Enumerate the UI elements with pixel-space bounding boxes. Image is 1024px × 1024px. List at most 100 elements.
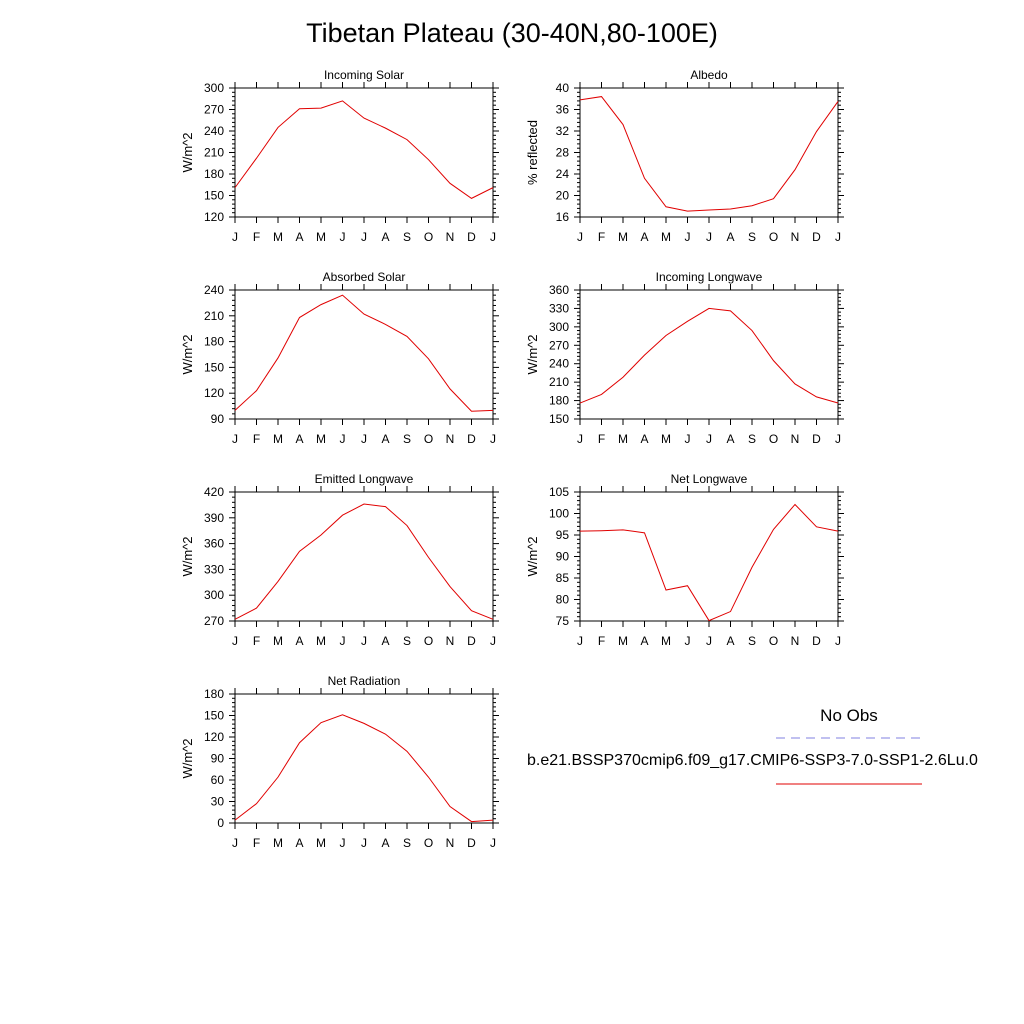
y-tick-label: 150 <box>549 412 569 426</box>
x-tick-label: J <box>706 230 712 244</box>
y-tick-label: 180 <box>204 687 224 701</box>
y-tick-label: 0 <box>217 816 224 830</box>
x-tick-label: N <box>791 432 800 446</box>
y-tick-label: 330 <box>549 301 569 315</box>
x-tick-label: D <box>467 432 476 446</box>
legend-model-label: b.e21.BSSP370cmip6.f09_g17.CMIP6-SSP3-7.… <box>527 752 978 769</box>
y-tick-label: 40 <box>556 81 570 95</box>
x-tick-label: F <box>253 836 260 850</box>
x-tick-label: M <box>273 230 283 244</box>
x-tick-label: S <box>403 634 411 648</box>
x-tick-label: J <box>340 432 346 446</box>
x-tick-label: J <box>340 230 346 244</box>
panel-incoming-longwave: Incoming Longwave W/m^2 150 180 210 240 270 300… <box>525 270 844 446</box>
x-tick-label: A <box>640 634 648 648</box>
x-tick-label: S <box>748 634 756 648</box>
y-tick-label: 300 <box>204 588 224 602</box>
x-tick-label: F <box>253 634 260 648</box>
x-tick-label: S <box>403 230 411 244</box>
y-tick-label: 32 <box>556 124 570 138</box>
x-tick-label: O <box>424 432 433 446</box>
y-tick-label: 75 <box>556 614 570 628</box>
x-tick-label: J <box>361 836 367 850</box>
y-tick-label: 360 <box>549 283 569 297</box>
x-tick-label: F <box>598 634 605 648</box>
y-tick-label: 270 <box>549 338 569 352</box>
y-tick-label: 60 <box>211 773 225 787</box>
y-tick-label: 240 <box>204 283 224 297</box>
y-tick-label: 390 <box>204 511 224 525</box>
panel-incoming-solar: Incoming Solar W/m^2 120 150 180 210 240 270 300… <box>180 68 499 244</box>
series-line <box>234 714 494 823</box>
x-tick-label: J <box>361 432 367 446</box>
x-tick-label: M <box>273 836 283 850</box>
y-tick-label: 210 <box>204 309 224 323</box>
x-tick-label: M <box>618 230 628 244</box>
y-tick-label: 300 <box>549 320 569 334</box>
y-tick-label: 150 <box>204 360 224 374</box>
x-tick-label: J <box>490 836 496 850</box>
page-title: Tibetan Plateau (30-40N,80-100E) <box>306 18 718 48</box>
x-tick-label: O <box>769 634 778 648</box>
x-tick-label: J <box>706 634 712 648</box>
panel-emitted-longwave: Emitted Longwave W/m^2 270 300 330 360 390 420 J… <box>180 472 499 648</box>
y-tick-label: 24 <box>556 167 570 181</box>
x-tick-label: N <box>791 230 800 244</box>
x-tick-label: M <box>661 432 671 446</box>
x-tick-label: A <box>295 634 303 648</box>
x-tick-label: A <box>726 230 734 244</box>
panel-title: Net Longwave <box>671 472 748 486</box>
panel-title: Net Radiation <box>328 674 401 688</box>
y-tick-label: 85 <box>556 571 570 585</box>
x-tick-label: M <box>661 634 671 648</box>
y-tick-label: 90 <box>211 412 225 426</box>
x-tick-label: O <box>769 230 778 244</box>
y-tick-label: 360 <box>204 537 224 551</box>
x-tick-label: J <box>232 634 238 648</box>
x-tick-label: J <box>490 230 496 244</box>
x-tick-label: M <box>661 230 671 244</box>
x-tick-label: N <box>446 634 455 648</box>
x-tick-label: O <box>424 634 433 648</box>
y-tick-label: 210 <box>549 375 569 389</box>
x-tick-label: S <box>748 432 756 446</box>
x-tick-label: A <box>381 230 389 244</box>
x-tick-label: D <box>812 432 821 446</box>
x-tick-label: S <box>748 230 756 244</box>
x-tick-label: M <box>316 432 326 446</box>
panel-title: Incoming Longwave <box>656 270 763 284</box>
x-tick-label: A <box>640 432 648 446</box>
x-tick-label: J <box>685 634 691 648</box>
y-tick-label: 150 <box>204 189 224 203</box>
x-tick-label: D <box>467 634 476 648</box>
y-tick-label: 105 <box>549 485 569 499</box>
y-tick-label: 300 <box>204 81 224 95</box>
y-tick-label: 180 <box>204 167 224 181</box>
y-tick-label: 30 <box>211 795 225 809</box>
series-line <box>234 294 494 412</box>
x-tick-label: J <box>577 634 583 648</box>
y-tick-label: 20 <box>556 189 570 203</box>
x-tick-label: J <box>835 230 841 244</box>
y-tick-label: 120 <box>204 730 224 744</box>
x-tick-label: A <box>726 432 734 446</box>
x-tick-label: F <box>598 432 605 446</box>
series-line <box>234 100 494 199</box>
x-tick-label: A <box>381 836 389 850</box>
legend-obs-label: No Obs <box>820 706 878 725</box>
x-tick-label: J <box>685 230 691 244</box>
y-tick-label: 270 <box>204 103 224 117</box>
y-axis-label: W/m^2 <box>180 536 195 576</box>
x-tick-label: J <box>577 432 583 446</box>
y-tick-label: 16 <box>556 210 570 224</box>
y-tick-label: 95 <box>556 528 570 542</box>
y-axis-label: W/m^2 <box>180 738 195 778</box>
y-axis-label: W/m^2 <box>525 334 540 374</box>
x-tick-label: A <box>295 432 303 446</box>
x-tick-label: O <box>424 230 433 244</box>
x-tick-label: A <box>381 634 389 648</box>
